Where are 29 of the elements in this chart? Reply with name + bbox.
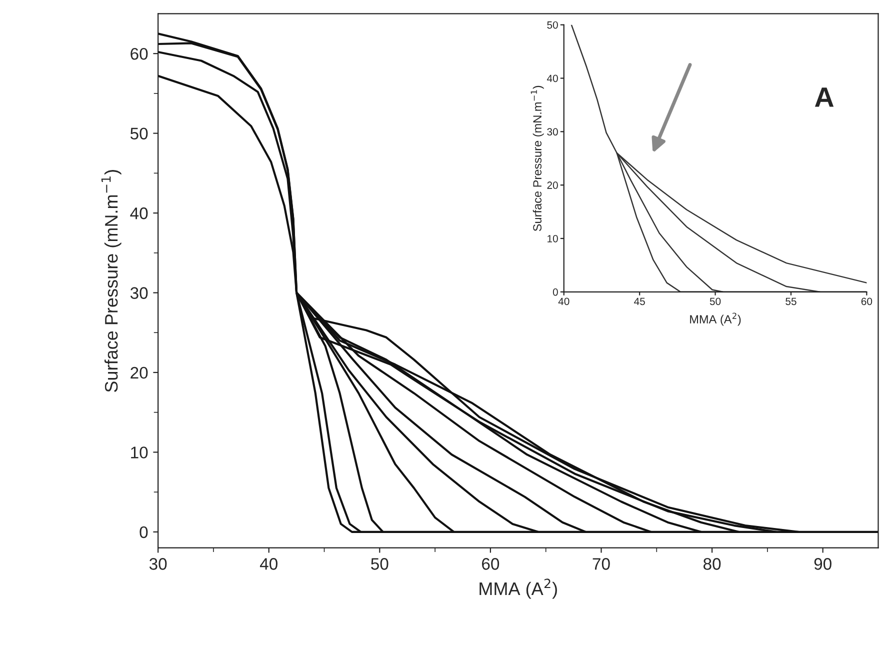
x-tick-label: 60 bbox=[861, 298, 872, 306]
y-tick-label: 20 bbox=[130, 366, 148, 379]
annotation: A bbox=[814, 88, 834, 107]
y-tick-label: 40 bbox=[130, 207, 148, 220]
y-tick-label: 30 bbox=[547, 128, 558, 136]
y-tick-label: 0 bbox=[552, 288, 558, 296]
x-tick-label: 50 bbox=[710, 298, 721, 306]
x-tick-label: 55 bbox=[786, 298, 796, 306]
x-tick-label: 30 bbox=[149, 558, 167, 570]
x-tick-label: 50 bbox=[371, 558, 388, 570]
x-axis-title: MMA (A$^{2}$) bbox=[690, 312, 741, 326]
x-tick-label: 80 bbox=[703, 558, 721, 570]
y-tick-label: 10 bbox=[131, 446, 148, 458]
y-axis-title: Surface Pressure (mN.m$^{−1}$) bbox=[101, 170, 122, 392]
y-tick-label: 10 bbox=[548, 234, 558, 242]
y-tick-label: 40 bbox=[546, 74, 558, 82]
x-tick-label: 40 bbox=[260, 558, 278, 570]
y-tick-label: 50 bbox=[130, 128, 148, 140]
y-axis-title: Surface Pressure (mN.m$^{−1}$) bbox=[530, 86, 544, 232]
x-tick-label: 90 bbox=[814, 558, 832, 570]
y-tick-label: 0 bbox=[140, 526, 148, 538]
y-tick-label: 60 bbox=[130, 48, 148, 60]
y-tick-label: 20 bbox=[547, 182, 558, 189]
y-tick-label: 50 bbox=[547, 21, 558, 29]
x-tick-label: 40 bbox=[558, 298, 570, 306]
x-tick-label: 60 bbox=[482, 558, 500, 570]
x-tick-label: 45 bbox=[634, 298, 645, 306]
x-tick-label: 70 bbox=[592, 558, 610, 570]
x-axis-title: MMA (A$^{2}$) bbox=[480, 578, 557, 599]
